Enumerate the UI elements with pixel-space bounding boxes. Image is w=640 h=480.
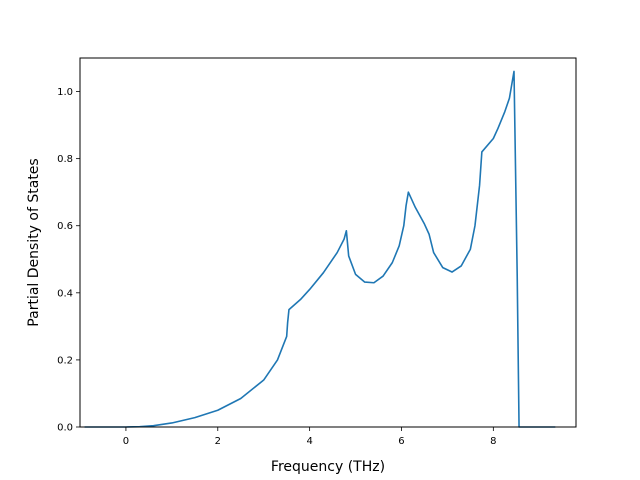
y-tick-label: 0.6 [57, 221, 73, 232]
x-axis: 0 2 4 6 8 [123, 427, 497, 447]
y-tick-label: 0.8 [57, 154, 73, 165]
plot-area [80, 58, 576, 427]
y-tick-label: 1.0 [57, 87, 73, 98]
y-axis-label: Partial Density of States [26, 158, 42, 326]
x-tick-label: 8 [490, 436, 496, 447]
y-tick-label: 0.2 [57, 355, 73, 366]
x-tick-label: 6 [398, 436, 404, 447]
y-axis: 0.0 0.2 0.4 0.6 0.8 1.0 [57, 87, 80, 434]
x-tick-label: 2 [215, 436, 221, 447]
x-axis-label: Frequency (THz) [271, 459, 385, 475]
x-tick-label: 4 [306, 436, 312, 447]
plot-frame [79, 57, 577, 428]
y-tick-label: 0.0 [57, 423, 73, 434]
y-tick-label: 0.4 [57, 288, 73, 299]
pdos-series-line [84, 70, 556, 428]
x-tick-label: 0 [123, 436, 129, 447]
